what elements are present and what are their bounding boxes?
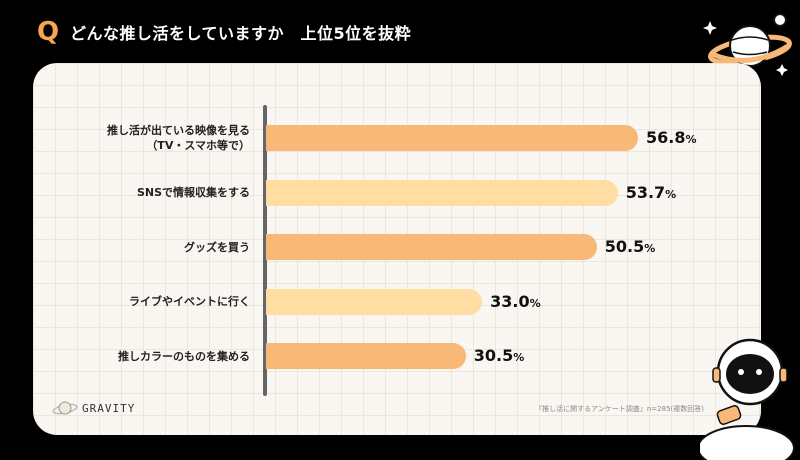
chart-header: Q どんな推し活をしていますか 上位5位を抜粋 <box>34 14 411 50</box>
value-label: 33.0% <box>490 289 541 317</box>
category-label-line: （TV・スマホ等で） <box>146 139 250 152</box>
category-label-line: SNSで情報収集をする <box>136 186 250 199</box>
logo-text: GRAVITY <box>82 401 136 415</box>
brand-logo: GRAVITY <box>52 398 135 418</box>
category-label: 推し活が出ている映像を見る （TV・スマホ等で） <box>107 123 250 153</box>
bar <box>266 125 638 151</box>
category-label: SNSで情報収集をする <box>137 185 250 200</box>
bar <box>266 234 597 260</box>
value-label: 50.5% <box>605 234 656 262</box>
value-unit: % <box>685 133 697 146</box>
value-label: 30.5% <box>474 343 525 371</box>
value-number: 53.7 <box>625 182 666 202</box>
value-number: 50.5 <box>604 237 645 256</box>
value-unit: % <box>665 187 677 201</box>
value-unit: % <box>529 296 541 310</box>
category-label: グッズを買う <box>184 240 250 255</box>
category-label-line: 推し活が出ている映像を見る <box>107 124 250 137</box>
planet-icon <box>703 13 792 76</box>
category-label-line: 推しカラーのものを集める <box>118 349 250 363</box>
value-label: 53.7% <box>626 180 677 208</box>
value-unit: % <box>513 351 525 364</box>
chart-title: どんな推し活をしていますか 上位5位を抜粋 <box>70 24 412 43</box>
category-label-line: グッズを買う <box>184 240 250 254</box>
category-label-line: ライブやイベントに行く <box>129 295 250 308</box>
value-unit: % <box>644 242 656 255</box>
astronaut-icon <box>700 338 795 460</box>
planet-icon <box>52 401 78 415</box>
q-mark: Q <box>36 17 60 47</box>
category-axis-line <box>263 105 267 396</box>
bar <box>266 179 618 206</box>
category-label: ライブやイベントに行く <box>129 294 250 309</box>
value-number: 56.8 <box>646 128 686 147</box>
source-note: 『推し活に関するアンケート調査』n=285(複数回答) <box>535 405 704 413</box>
value-number: 33.0 <box>490 291 530 311</box>
value-label: 56.8% <box>646 125 697 153</box>
category-label: 推しカラーのものを集める <box>118 349 250 364</box>
value-number: 30.5 <box>473 346 514 365</box>
bar <box>266 343 466 369</box>
bar <box>266 288 483 315</box>
